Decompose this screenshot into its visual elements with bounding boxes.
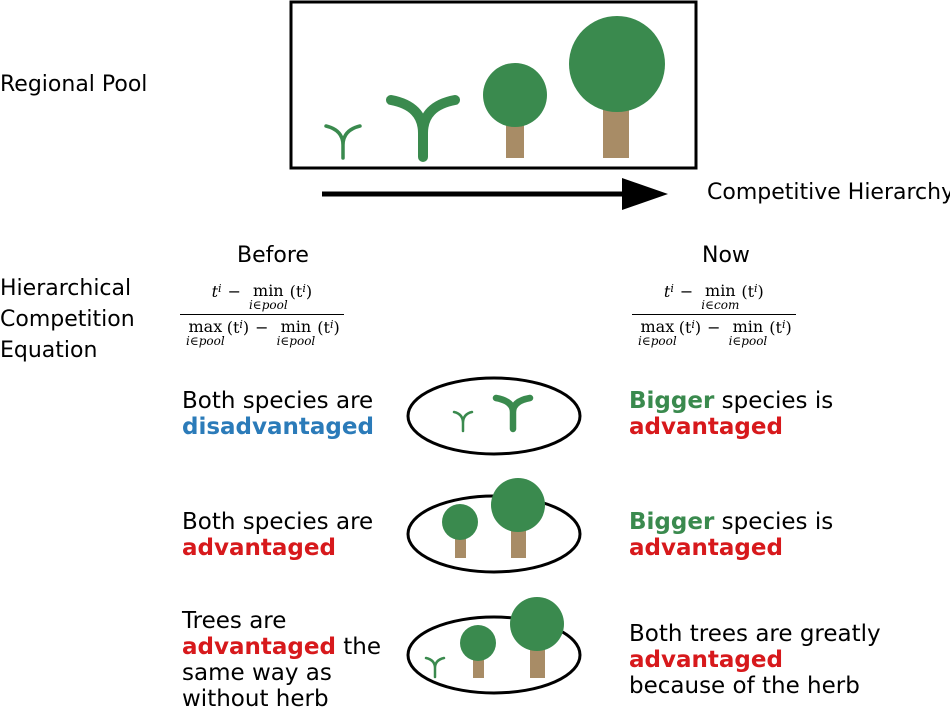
equation-label: Hierarchical Competition Equation <box>0 273 135 366</box>
now-heading: Now <box>702 243 750 268</box>
regional-pool-box <box>289 0 698 170</box>
before-equation-denominator: max i∈pool (t i) − min i∈pool (t i) <box>180 314 344 347</box>
community-trees-and-herb-ellipse <box>406 597 582 695</box>
competitive-hierarchy-arrow <box>322 178 668 210</box>
row1-before-text: Both species are disadvantaged <box>182 388 374 440</box>
row3-before-text: Trees are advantaged the same way as wit… <box>182 608 381 712</box>
row2-now-text: Bigger species is advantaged <box>629 509 834 561</box>
small-tree-icon <box>483 63 547 158</box>
equation-label-line3: Equation <box>0 338 98 363</box>
row3-now-text: Both trees are greatly advantaged becaus… <box>629 621 881 699</box>
competitive-hierarchy-label: Competitive Hierarchy <box>707 180 950 205</box>
equation-label-line1: Hierarchical <box>0 276 132 301</box>
regional-pool-label: Regional Pool <box>0 72 148 97</box>
row2-before-text: Both species are advantaged <box>182 509 374 561</box>
community-herbs-ellipse <box>406 376 582 456</box>
community-trees-ellipse <box>406 478 582 574</box>
big-herb-icon <box>386 95 460 162</box>
now-equation-denominator: max i∈pool (t i) − min i∈pool (t i) <box>632 314 796 347</box>
equation-label-line2: Competition <box>0 307 135 332</box>
small-herb-icon <box>324 124 362 160</box>
before-heading: Before <box>237 243 309 268</box>
row1-now-text: Bigger species is advantaged <box>629 388 834 440</box>
big-tree-icon <box>569 16 665 158</box>
